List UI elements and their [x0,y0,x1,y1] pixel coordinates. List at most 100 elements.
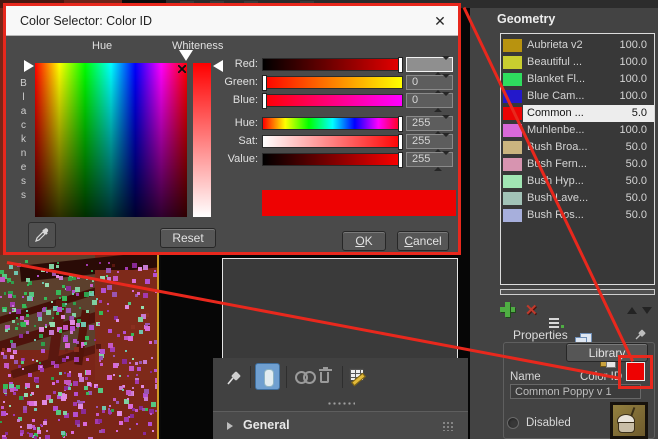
spinner-arrows-icon[interactable] [434,56,450,76]
slider-handle[interactable] [398,152,403,168]
render-pixel [150,371,152,373]
add-item-icon[interactable] [500,302,515,317]
channel-gradient-slider[interactable] [262,57,403,73]
spinner-arrows-icon[interactable] [434,92,450,112]
general-rollout[interactable]: General [213,411,468,439]
move-up-icon[interactable] [627,307,637,314]
render-pixel [11,343,16,348]
whiteness-side-marker[interactable] [213,60,223,72]
render-pixel [56,290,61,295]
render-pixel [116,363,119,366]
cancel-button[interactable]: Cancel [397,231,449,251]
render-pixel [59,276,63,280]
channel-value-field[interactable] [406,56,453,76]
hue-blackness-square[interactable] [35,63,187,217]
channel-gradient-slider[interactable] [262,93,403,109]
geometry-list[interactable]: Aubrieta v2 100.0 Beautiful ... 100.0 Blanke… [500,33,655,285]
render-pixel [62,358,66,362]
spinner-arrows-icon[interactable] [434,115,450,135]
link-circles-icon[interactable] [295,371,316,389]
disabled-radio[interactable] [507,417,519,429]
channel-label: Red: [234,58,258,70]
render-pixel [42,282,44,284]
delete-item-icon[interactable]: ✕ [525,302,538,319]
move-down-icon[interactable] [642,307,652,314]
properties-pin-icon[interactable] [634,328,647,346]
geometry-list-item[interactable]: Beautiful ... 100.0 [501,54,654,71]
spinner-arrows-icon[interactable] [434,74,450,94]
channel-value-field[interactable]: 255 [406,133,453,153]
slider-handle[interactable] [262,75,267,91]
render-pixel [64,372,66,374]
render-pixel [16,309,21,314]
render-pixel [141,306,144,309]
render-pixel [12,305,14,307]
render-pixel [152,430,154,432]
render-pixel [3,384,8,389]
channel-gradient-slider[interactable] [262,152,403,168]
render-pixel [74,392,78,396]
edit-table-icon[interactable] [349,368,366,387]
render-pixel [123,331,126,334]
render-pixel [70,326,75,331]
geometry-list-item[interactable]: Bush Lave... 50.0 [501,190,654,207]
render-pixel [136,423,138,425]
geometry-list-item[interactable]: Common ... 5.0 [501,105,654,122]
close-icon[interactable]: ✕ [434,13,446,29]
geometry-list-item[interactable]: Bush Broa... 50.0 [501,139,654,156]
spinner-arrows-icon[interactable] [434,133,450,153]
geometry-list-item[interactable]: Aubrieta v2 100.0 [501,37,654,54]
slider-handle[interactable] [398,116,403,132]
slider-handle[interactable] [262,93,267,109]
slider-handle[interactable] [398,57,403,73]
ok-button[interactable]: OK [342,231,386,251]
eyedropper-button[interactable] [28,222,56,248]
channel-gradient-slider[interactable] [262,116,403,132]
geometry-list-item[interactable]: Bush Ros... 50.0 [501,207,654,224]
channel-gradient-slider[interactable] [262,134,403,150]
render-pixel [116,401,119,404]
render-pixel [5,329,8,332]
render-pixel [79,377,84,382]
whiteness-top-marker[interactable] [179,50,193,61]
geometry-list-item[interactable]: Muhlenbe... 100.0 [501,122,654,139]
render-pixel [113,398,116,401]
list-scrollbar[interactable] [500,289,655,295]
render-pixel [42,308,46,312]
item-value: 50.0 [625,192,647,204]
render-pixel [50,322,55,327]
preview-thumbnail[interactable] [610,402,648,439]
name-input[interactable]: Common Poppy v 1 [510,384,641,399]
pin-icon[interactable] [225,368,243,391]
channel-value-field[interactable]: 0 [406,92,453,112]
render-pixel [21,358,24,361]
channel-value-field[interactable]: 0 [406,74,453,94]
paint-tool-button[interactable] [255,363,280,390]
render-pixel [98,388,103,393]
trash-icon[interactable] [319,367,332,384]
render-pixel [34,325,36,327]
whiteness-strip[interactable] [193,63,211,217]
render-pixel [78,373,82,377]
library-button[interactable]: Library [566,343,648,362]
render-pixel [9,405,11,407]
color-cursor[interactable] [178,65,186,73]
render-pixel [76,323,80,327]
geometry-list-item[interactable]: Blue Cam... 100.0 [501,88,654,105]
geometry-list-item[interactable]: Bush Fern... 50.0 [501,156,654,173]
render-pixel [86,278,88,280]
spinner-arrows-icon[interactable] [434,151,450,171]
render-pixel [52,317,54,319]
render-pixel [65,343,70,348]
color-id-swatch[interactable] [626,362,645,381]
channel-value-field[interactable]: 255 [406,115,453,135]
splitter-handle[interactable] [327,401,355,406]
channel-gradient-slider[interactable] [262,75,403,91]
channel-value-field[interactable]: 255 [406,151,453,171]
slider-handle[interactable] [398,134,403,150]
render-pixel [44,297,47,300]
reset-button[interactable]: Reset [160,228,216,248]
blackness-marker[interactable] [24,60,34,72]
geometry-list-item[interactable]: Blanket Fl... 100.0 [501,71,654,88]
geometry-list-item[interactable]: Bush Hyp... 50.0 [501,173,654,190]
